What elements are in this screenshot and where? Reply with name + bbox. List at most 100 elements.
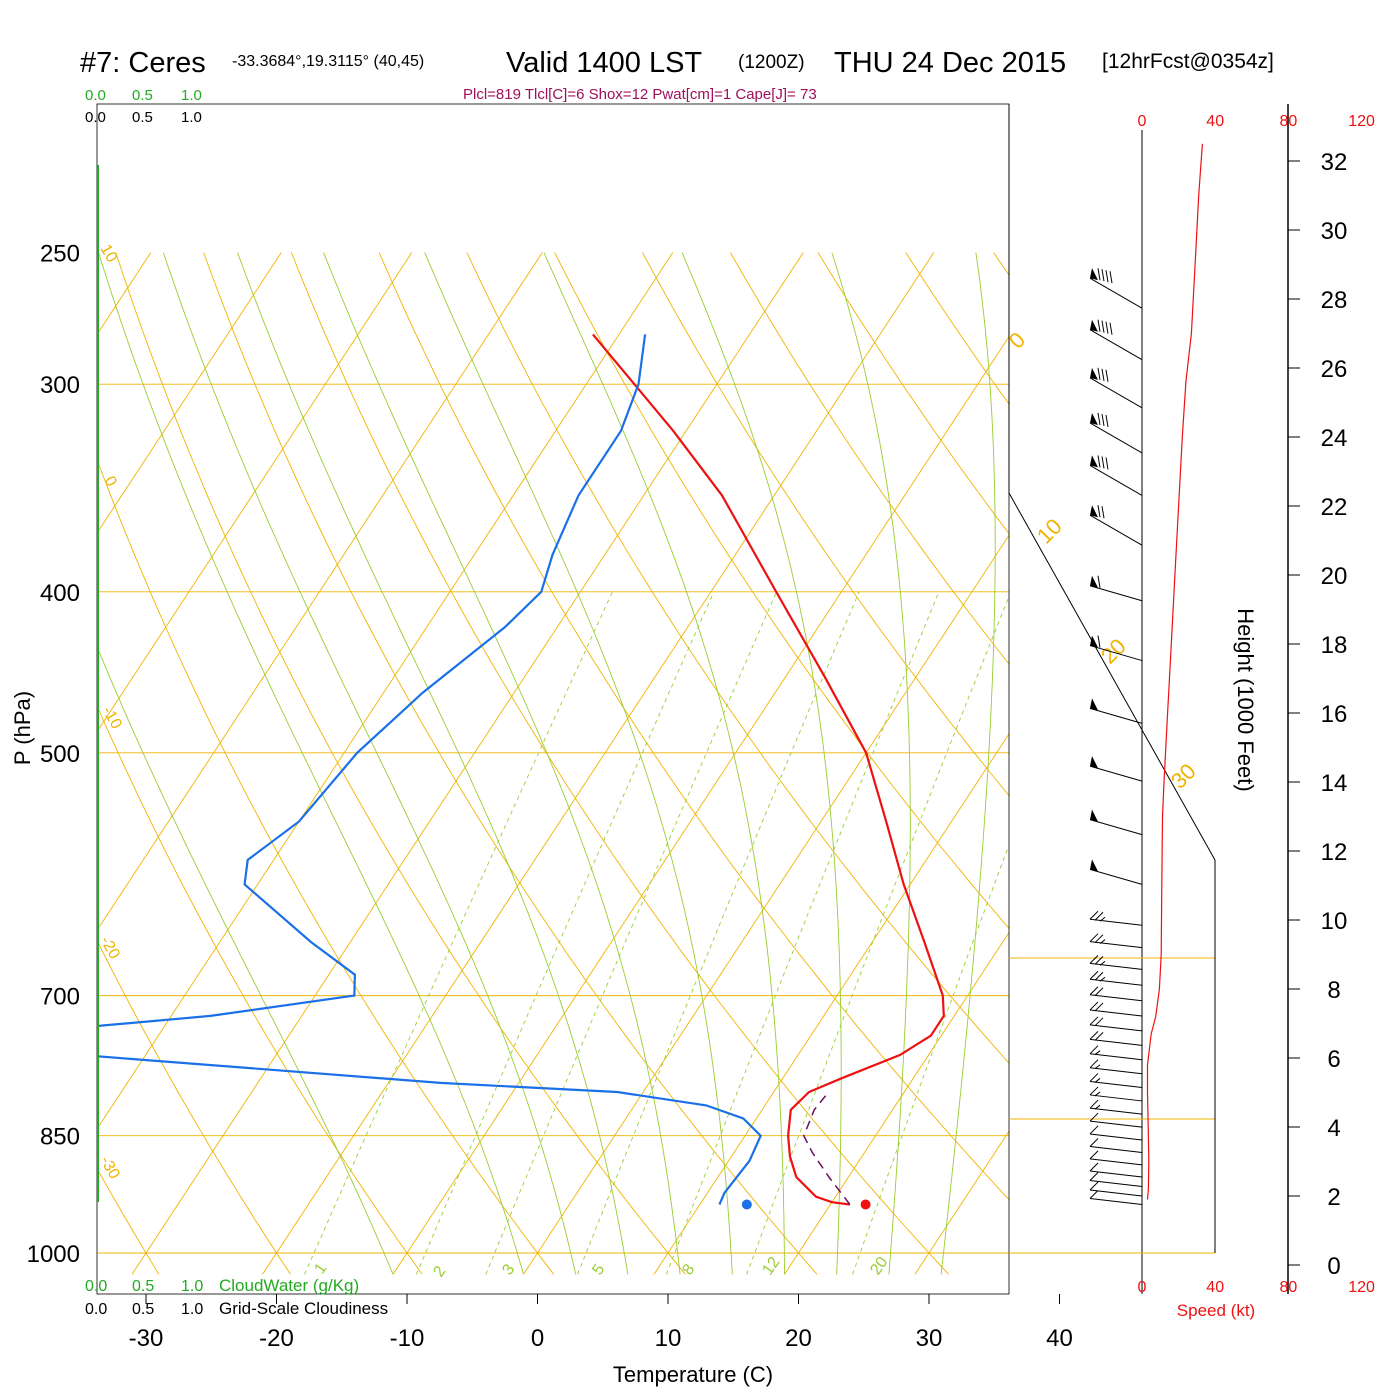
dry-adiabat (115, 252, 686, 1275)
height-tick-label: 16 (1321, 701, 1348, 728)
height-tick-label: 18 (1321, 632, 1348, 659)
wind-barb-staff (1089, 1198, 1143, 1205)
height-tick-label: 2 (1327, 1184, 1340, 1211)
wind-barb-feather (1089, 1172, 1099, 1181)
wind-barb-feather (1089, 1001, 1099, 1011)
wind-barb (1089, 1190, 1143, 1205)
wind-barb-staff (1089, 1067, 1143, 1075)
wind-barb-staff (1089, 1080, 1143, 1088)
wind-barb-feather (1089, 1125, 1099, 1135)
isotherm-line (97, 252, 413, 733)
height-tick-label: 24 (1321, 425, 1348, 452)
wind-barb-staff (1089, 1189, 1143, 1197)
wind-barb (1089, 910, 1143, 926)
height-tick-label: 20 (1321, 563, 1348, 590)
wind-barb-feather (1101, 456, 1105, 469)
mixing-ratio-line (304, 591, 613, 1275)
isotherm-line (653, 733, 1009, 1275)
temperature-tick-label: -30 (129, 1325, 164, 1352)
wind-barb (1089, 1001, 1143, 1017)
wind-barb-pennant (1090, 412, 1098, 425)
speed-tick-label-top: 40 (1206, 113, 1224, 130)
dry-adiabat (97, 1167, 160, 1275)
wind-barb-feather (1105, 457, 1109, 470)
wind-barb-pennant (1090, 635, 1098, 648)
dry-adiabat (642, 252, 1009, 797)
wind-barb (1089, 1181, 1143, 1197)
wind-barb-feather (1097, 268, 1101, 281)
wind-barb-feather (1105, 369, 1109, 382)
wind-barb (1089, 505, 1143, 546)
mixing-ratio-label: 1 (311, 1260, 330, 1277)
wind-barb-staff (1089, 377, 1143, 409)
wind-barb-half-feather (1094, 1078, 1101, 1083)
dry-adiabat (378, 252, 1009, 1201)
wind-barb-staff (1089, 765, 1143, 782)
valid-date: THU 24 Dec 2015 (834, 47, 1066, 79)
mixing-ratio-label: 2 (430, 1263, 449, 1280)
height-tick-label: 22 (1321, 494, 1348, 521)
wind-barb-staff (1089, 1024, 1143, 1032)
wind-barb-feather (1097, 319, 1101, 332)
top-cloudiness-1: 1.0 (181, 109, 202, 126)
isotherm-line (523, 534, 1009, 1275)
wind-barb-feather (1101, 413, 1105, 427)
isotherm-label: 30 (1166, 759, 1201, 794)
wind-barb (1089, 1138, 1143, 1154)
wind-barb (1089, 319, 1143, 361)
isotherm-line (1045, 253, 1400, 1275)
wind-barb-feather (1097, 635, 1101, 648)
dry-adiabat (203, 252, 818, 1275)
valid-time: Valid 1400 LST (506, 47, 702, 79)
pressure-tick-label: 250 (40, 241, 80, 268)
wind-barb-feather (1089, 955, 1099, 964)
wind-barb-feather (1089, 1162, 1099, 1172)
height-axis-title: Height (1000 Feet) (1233, 608, 1258, 791)
pressure-tick-label: 400 (40, 580, 80, 607)
mixing-ratio-line (746, 595, 1009, 1275)
wind-barb-staff (1089, 962, 1143, 970)
wind-barb-feather (1089, 1031, 1099, 1040)
wind-barb (1089, 933, 1143, 949)
wind-barb (1089, 970, 1143, 986)
wind-barb-feather (1089, 910, 1099, 920)
wind-barb-feather (1089, 1138, 1099, 1147)
wind-barb-feather (1094, 934, 1104, 944)
wind-barb (1089, 1031, 1143, 1046)
temperature-tick-label: 20 (785, 1325, 812, 1352)
wind-barb-half-feather (1099, 976, 1106, 982)
wind-barb (1089, 455, 1143, 496)
wind-barb-feather (1089, 1112, 1099, 1122)
temperature-profile (592, 333, 945, 1206)
height-tick-label: 30 (1321, 218, 1348, 245)
dry-adiabat (97, 704, 423, 1275)
wind-barb-staff (1089, 1053, 1143, 1061)
wind-barb-feather (1089, 1045, 1099, 1055)
dry-adiabat (97, 939, 291, 1275)
isotherm-line (131, 252, 804, 1275)
wind-barb-staff (1089, 514, 1143, 546)
wind-barb-staff (1089, 918, 1143, 926)
isotherm-line (262, 252, 935, 1275)
wind-barb-staff (1089, 819, 1143, 836)
bottom-cloudwater-1: 1.0 (181, 1278, 203, 1295)
sounding-indices: Plcl=819 Tlcl[C]=6 Shox=12 Pwat[cm]=1 Ca… (463, 86, 817, 103)
wind-barb-feather (1105, 321, 1109, 334)
pressure-tick-label: 850 (40, 1124, 80, 1151)
dry-adiabat (554, 252, 1009, 930)
wind-barb (1089, 1162, 1143, 1178)
wind-barb (1089, 955, 1143, 970)
wind-barb-feather (1089, 1073, 1099, 1082)
wind-barb (1089, 986, 1143, 1002)
bottom-cloudwater-0: 0.0 (85, 1278, 107, 1295)
plot-frame (96, 103, 1010, 1295)
wind-barb-feather (1109, 322, 1113, 335)
isotherm-label: -30 (97, 1154, 123, 1183)
temperature-tick-label: 0 (531, 1325, 544, 1352)
isotherm-line (97, 252, 282, 534)
pressure-tick-label: 500 (40, 741, 80, 768)
speed-tick-label-bottom: 40 (1206, 1279, 1224, 1296)
wind-barb-feather (1105, 270, 1109, 283)
moist-adiabat (98, 252, 524, 1275)
